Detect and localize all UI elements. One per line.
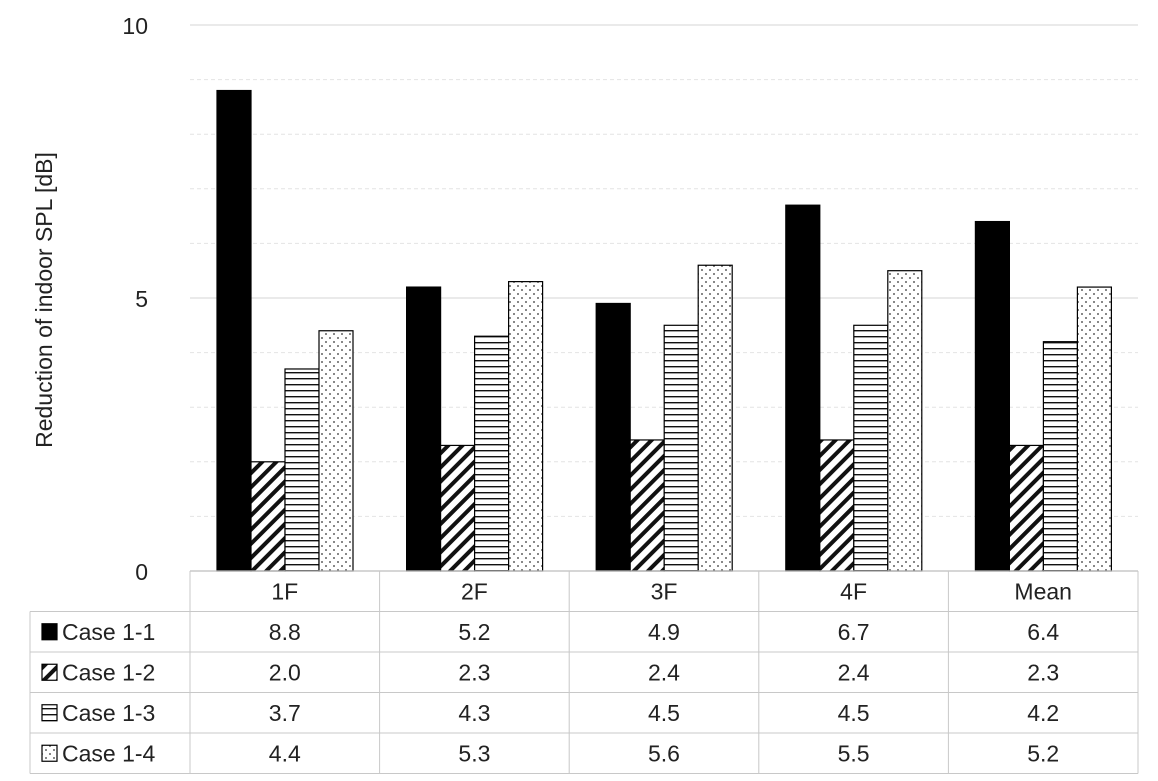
- bars: [216, 89, 1113, 572]
- data-label: 5.2: [1027, 740, 1059, 766]
- data-label: 4.9: [648, 619, 680, 645]
- bar-case-1-1-2f: [406, 286, 442, 572]
- legend-key: [41, 744, 58, 762]
- legend-series-name: Case 1-4: [62, 740, 156, 766]
- data-label: 5.5: [838, 740, 870, 766]
- data-label: 5.2: [458, 619, 490, 645]
- bar-case-1-3-1f: [284, 368, 320, 572]
- data-label: 4.3: [458, 700, 490, 726]
- data-label: 4.4: [269, 740, 301, 766]
- y-axis: 0 5 10: [122, 13, 1138, 585]
- legend-key: [41, 663, 58, 681]
- data-table: 1F 2F 3F 4F Mean Case 1-1 8.8 5.2 4.9 6.7 6.4 Case …: [29, 571, 1139, 774]
- data-label: 4.2: [1027, 700, 1059, 726]
- data-label: 3.7: [269, 700, 301, 726]
- bar-case-1-4-2f: [508, 281, 544, 572]
- data-label: 5.3: [458, 740, 490, 766]
- bar-case-1-1-4f: [785, 204, 821, 572]
- data-label: 8.8: [269, 619, 301, 645]
- y-tick-label: 5: [135, 286, 148, 312]
- data-label: 6.7: [838, 619, 870, 645]
- legend-key: [41, 623, 58, 641]
- bar-case-1-2-1f: [250, 461, 286, 572]
- data-label: 6.4: [1027, 619, 1059, 645]
- data-label: 2.3: [458, 659, 490, 685]
- data-label: 4.5: [838, 700, 870, 726]
- bar-case-1-1-1f: [216, 89, 252, 572]
- x-category-label: 3F: [651, 578, 678, 604]
- legend-series-name: Case 1-1: [62, 619, 155, 645]
- data-label: 2.3: [1027, 659, 1059, 685]
- x-category-label: 1F: [271, 578, 298, 604]
- data-label: 2.4: [648, 659, 680, 685]
- legend-series-name: Case 1-3: [62, 700, 155, 726]
- bar-case-1-4-1f: [318, 330, 354, 572]
- bar-case-1-1-mean: [974, 220, 1011, 572]
- legend-key: [41, 704, 58, 722]
- bar-case-1-3-2f: [474, 335, 510, 572]
- bar-case-1-2-2f: [440, 444, 476, 572]
- data-label: 5.6: [648, 740, 680, 766]
- bar-case-1-3-4f: [853, 324, 889, 572]
- x-category-label: 4F: [840, 578, 867, 604]
- y-tick-label: 10: [122, 13, 148, 39]
- bar-case-1-3-3f: [663, 324, 699, 572]
- x-category-label: 2F: [461, 578, 488, 604]
- bar-case-1-4-mean: [1076, 286, 1113, 572]
- bar-case-1-1-3f: [595, 302, 631, 572]
- data-label: 2.4: [838, 659, 870, 685]
- legend-series-name: Case 1-2: [62, 659, 155, 685]
- bar-case-1-2-4f: [819, 439, 855, 572]
- data-label: 2.0: [269, 659, 301, 685]
- bar-case-1-4-3f: [697, 264, 733, 572]
- y-tick-label: 0: [135, 559, 148, 585]
- data-label: 4.5: [648, 700, 680, 726]
- bar-case-1-4-4f: [887, 270, 923, 572]
- bar-case-1-2-mean: [1008, 444, 1045, 572]
- bar-case-1-3-mean: [1042, 341, 1079, 572]
- y-axis-label: Reduction of indoor SPL [dB]: [31, 152, 57, 448]
- x-category-label: Mean: [1014, 578, 1072, 604]
- bar-case-1-2-3f: [629, 439, 665, 572]
